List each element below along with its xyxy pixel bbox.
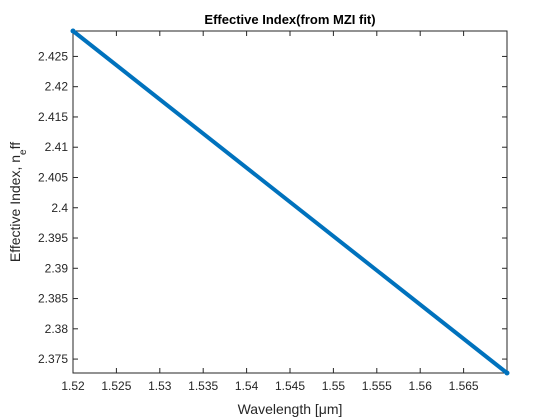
y-axis-label-main: Effective Index, n: [7, 155, 23, 262]
x-axis-label: Wavelength [μm]: [238, 401, 343, 417]
y-tick-label: 2.42: [45, 80, 69, 94]
y-tick-label: 2.4: [51, 201, 68, 215]
y-tick-label: 2.405: [38, 170, 68, 184]
x-tick-label: 1.565: [449, 379, 479, 393]
x-tick-labels: 1.52 1.525 1.53 1.535 1.54 1.545 1.55 1.555 1.56…: [61, 379, 479, 393]
y-axis-label-tail: ff: [7, 142, 23, 150]
y-tick-label: 2.415: [38, 110, 68, 124]
x-tick-label: 1.56: [409, 379, 433, 393]
y-tick-label: 2.39: [45, 261, 69, 275]
y-axis-label-subscript: e: [18, 149, 29, 155]
x-tick-label: 1.525: [101, 379, 131, 393]
y-tick-label: 2.375: [38, 352, 68, 366]
y-tick-label: 2.395: [38, 231, 68, 245]
x-tick-label: 1.53: [148, 379, 172, 393]
series-point: [70, 28, 76, 34]
y-tick-label: 2.425: [38, 49, 68, 63]
x-tick-label: 1.535: [188, 379, 218, 393]
x-tick-label: 1.52: [61, 379, 85, 393]
tick-marks: [72, 31, 507, 373]
y-tick-label: 2.41: [45, 140, 69, 154]
y-tick-label: 2.38: [45, 322, 69, 336]
x-tick-label: 1.555: [362, 379, 392, 393]
y-axis-label: Effective Index, neff: [7, 142, 29, 262]
chart-title: Effective Index(from MZI fit): [204, 12, 375, 27]
y-tick-label: 2.385: [38, 292, 68, 306]
y-tick-labels: 2.375 2.38 2.385 2.39 2.395 2.4 2.405 2.41 2.415…: [38, 49, 68, 366]
series-line: [71, 29, 509, 375]
series-layer: [70, 28, 510, 376]
series-point: [504, 370, 510, 376]
x-tick-label: 1.55: [322, 379, 346, 393]
x-tick-label: 1.54: [235, 379, 259, 393]
x-tick-label: 1.545: [275, 379, 305, 393]
